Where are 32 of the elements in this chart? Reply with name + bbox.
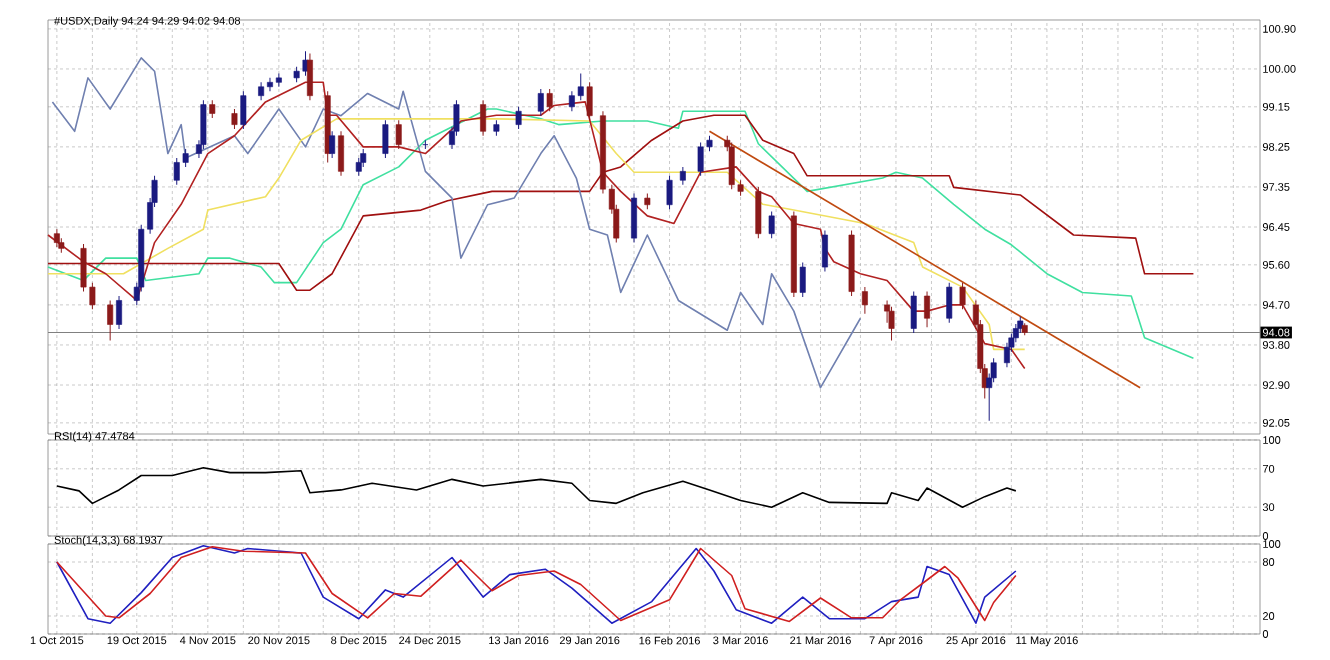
candlestick <box>200 99 207 150</box>
candlestick <box>577 72 584 101</box>
candlestick <box>861 286 868 315</box>
line-series <box>51 57 862 389</box>
candlestick <box>240 90 247 130</box>
candlestick <box>338 130 344 177</box>
line-series <box>56 467 1017 508</box>
candlestick <box>275 72 282 88</box>
candlestick <box>382 119 389 159</box>
candlestick <box>666 175 673 210</box>
line-series <box>47 118 1026 351</box>
candlestick <box>586 81 593 121</box>
candlestick <box>924 291 930 328</box>
candlestick <box>395 119 402 150</box>
candlestick <box>515 106 522 130</box>
candlestick <box>546 88 553 112</box>
candlestick <box>946 282 953 324</box>
candlestick <box>755 186 762 239</box>
candlestick <box>799 262 806 298</box>
candlestick <box>306 52 313 101</box>
candlestick <box>107 299 114 342</box>
candlestick <box>537 88 544 117</box>
candlestick <box>821 230 828 273</box>
candlestick <box>231 108 238 130</box>
candlestick <box>910 291 917 334</box>
candlestick <box>959 282 966 310</box>
candlestick <box>116 295 122 330</box>
candlestick <box>480 99 487 137</box>
candlestick <box>888 306 895 342</box>
candlestick <box>329 130 336 159</box>
candlestick <box>631 193 637 244</box>
candlestick <box>768 210 775 239</box>
